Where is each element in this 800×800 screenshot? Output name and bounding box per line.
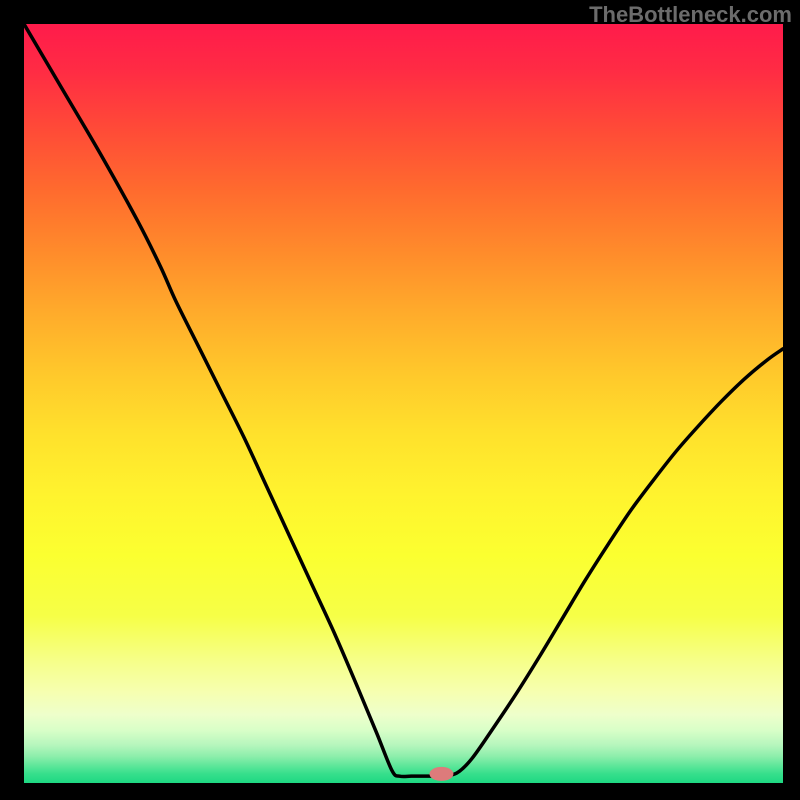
plot-gradient-background [24, 24, 783, 783]
watermark-label: TheBottleneck.com [589, 2, 792, 28]
optimal-point-marker [429, 767, 453, 781]
bottleneck-curve-chart [0, 0, 800, 800]
chart-container: TheBottleneck.com [0, 0, 800, 800]
